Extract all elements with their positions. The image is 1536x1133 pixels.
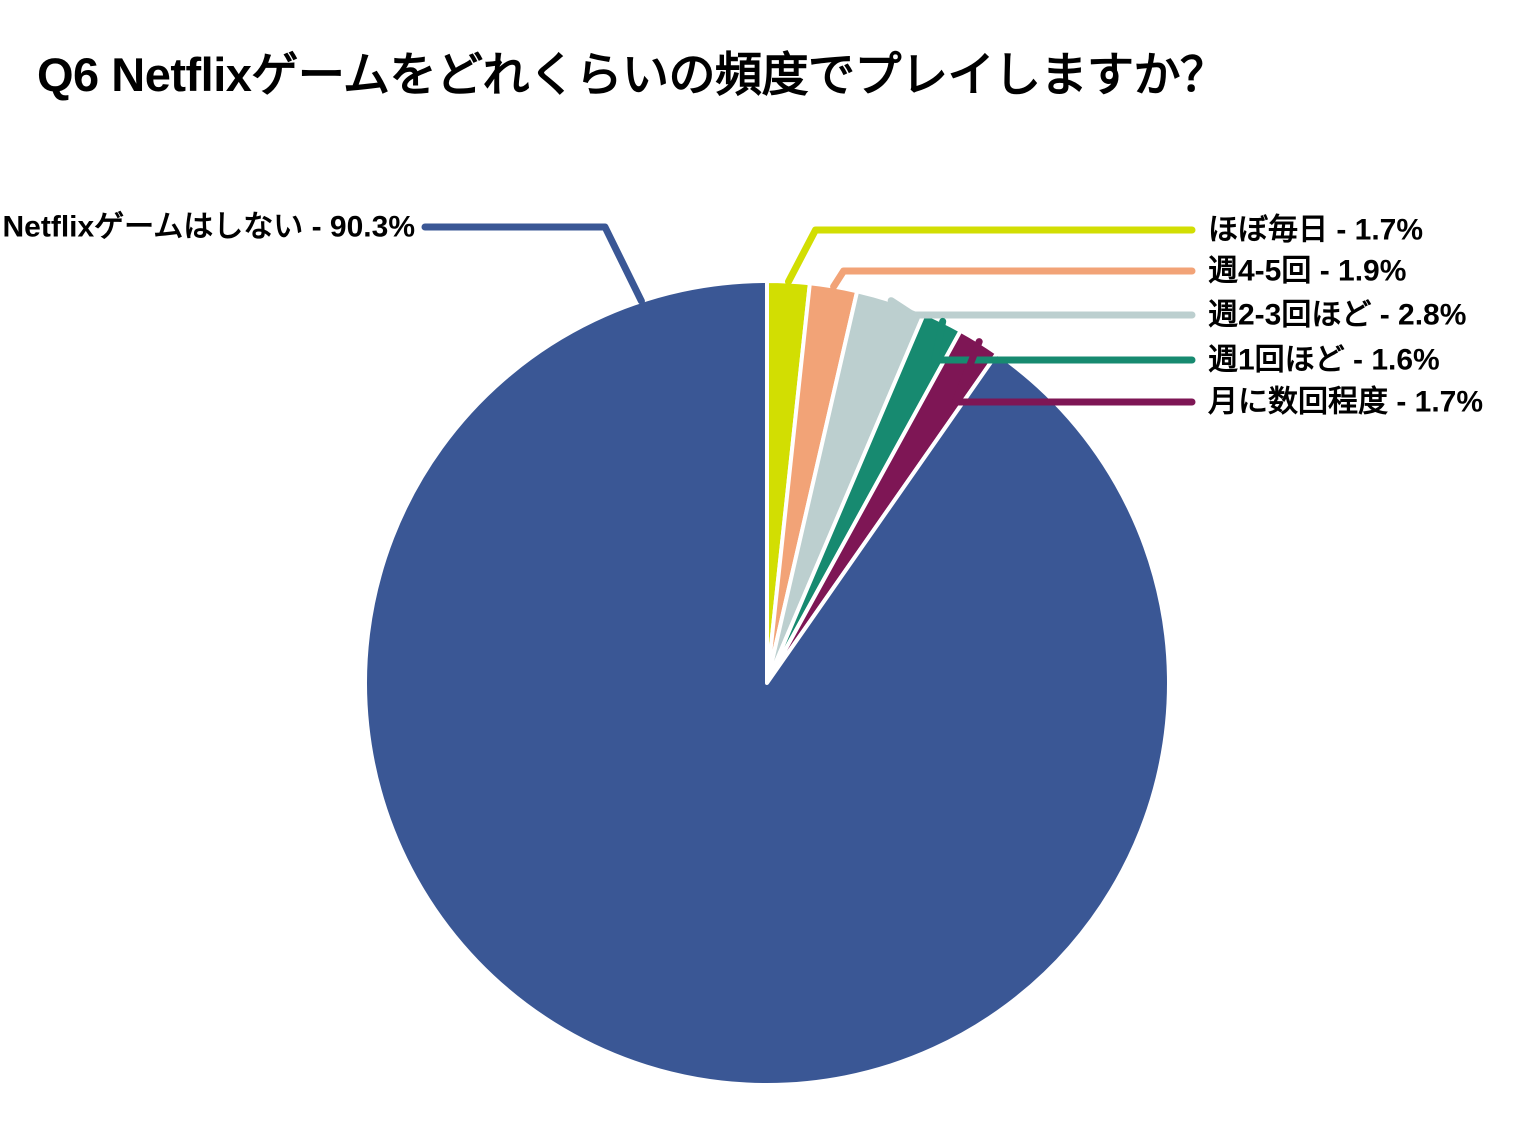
callout-label-2: 週2-3回ほど - 2.8% <box>1208 298 1467 332</box>
chart-title: Q6 Netflixゲームをどれくらいの頻度でプレイしますか？ <box>37 48 1227 101</box>
leader-lines-group <box>421 223 1196 406</box>
callout-label-1: 週4-5回 - 1.9% <box>1208 254 1407 288</box>
leader-line-4 <box>951 338 1196 406</box>
leader-line-2 <box>887 297 1196 319</box>
callout-label-0: ほぼ毎日 - 1.7% <box>1208 213 1424 247</box>
leader-line-5 <box>421 223 645 305</box>
leader-line-1 <box>830 267 1196 291</box>
callout-label-5: Netflixゲームはしない - 90.3% <box>2 210 415 244</box>
leader-line-3 <box>931 317 1196 364</box>
leader-line-0 <box>785 226 1196 286</box>
callout-label-3: 週1回ほど - 1.6% <box>1208 343 1440 377</box>
pie-slices-group <box>363 279 1171 1087</box>
callout-label-4: 月に数回程度 - 1.7% <box>1208 385 1484 419</box>
pie-slice-5 <box>363 279 1171 1087</box>
